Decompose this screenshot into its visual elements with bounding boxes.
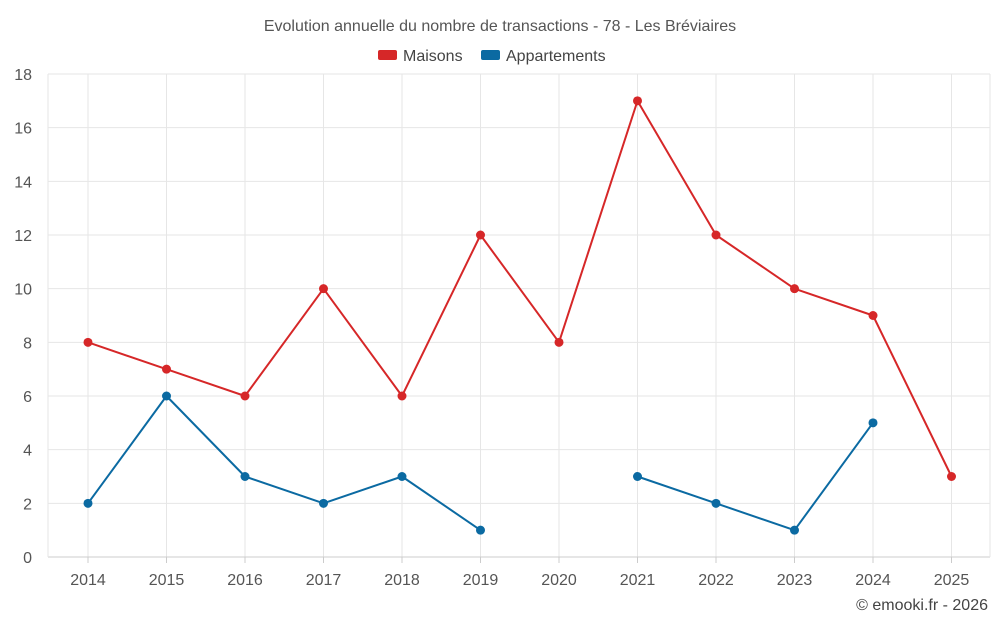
y-tick-label: 8	[23, 335, 32, 352]
data-point-maisons[interactable]	[711, 230, 721, 240]
x-tick-label: 2023	[777, 572, 813, 589]
legend-swatch-appartements	[481, 50, 500, 60]
x-tick-label: 2017	[306, 572, 342, 589]
data-point-appartements[interactable]	[868, 418, 878, 428]
data-point-appartements[interactable]	[162, 391, 171, 401]
legend-swatch-maisons	[378, 50, 397, 60]
legend[interactable]: Maisons Appartements	[378, 48, 606, 65]
data-point-maisons[interactable]	[947, 472, 956, 481]
x-tick-label: 2022	[698, 572, 734, 589]
y-tick-label: 4	[23, 443, 32, 460]
data-point-appartements[interactable]	[319, 498, 328, 508]
data-point-appartements[interactable]	[790, 525, 799, 535]
x-tick-label: 2014	[70, 572, 106, 589]
data-point-maisons[interactable]	[633, 96, 642, 106]
chart-title: Evolution annuelle du nombre de transact…	[264, 18, 736, 35]
y-tick-label: 10	[14, 282, 32, 299]
data-point-appartements[interactable]	[397, 472, 407, 481]
x-tick-label: 2018	[384, 572, 420, 589]
y-tick-label: 14	[14, 174, 32, 191]
x-tick-label: 2025	[934, 572, 970, 589]
x-tick-label: 2019	[463, 572, 499, 589]
data-point-appartements[interactable]	[476, 525, 485, 535]
data-point-appartements[interactable]	[83, 498, 93, 508]
legend-item-maisons[interactable]: Maisons	[378, 48, 463, 65]
data-point-maisons[interactable]	[319, 284, 328, 294]
data-point-maisons[interactable]	[868, 311, 878, 320]
legend-label-appartements: Appartements	[506, 48, 606, 65]
x-tick-label: 2015	[149, 572, 185, 589]
y-tick-label: 18	[14, 67, 32, 84]
axes: 0 2 4 6 8 10 12 14 16 18 2014 2015 2016 2017 2018 2019 2…	[14, 67, 991, 589]
data-point-appartements[interactable]	[711, 498, 721, 508]
series	[83, 96, 956, 535]
y-tick-label: 16	[14, 121, 32, 138]
data-point-maisons[interactable]	[162, 364, 171, 374]
data-point-appartements[interactable]	[633, 472, 642, 481]
series-line-maisons	[87, 99, 953, 477]
legend-item-appartements[interactable]: Appartements	[481, 48, 606, 65]
series-line-appartements	[87, 395, 482, 531]
data-point-maisons[interactable]	[554, 337, 564, 347]
y-tick-label: 6	[23, 389, 32, 406]
series-line-appartements	[637, 422, 874, 532]
data-point-maisons[interactable]	[240, 391, 250, 401]
x-tick-label: 2024	[855, 572, 891, 589]
data-point-maisons[interactable]	[790, 284, 799, 294]
x-tick-label: 2020	[541, 572, 577, 589]
data-point-maisons[interactable]	[476, 230, 485, 240]
legend-label-maisons: Maisons	[403, 48, 463, 65]
y-tick-label: 2	[23, 496, 32, 513]
data-point-maisons[interactable]	[83, 337, 93, 347]
y-tick-label: 0	[23, 550, 32, 567]
x-tick-label: 2016	[227, 572, 263, 589]
y-tick-label: 12	[14, 228, 32, 245]
x-tick-label: 2021	[620, 572, 656, 589]
data-point-maisons[interactable]	[397, 391, 407, 401]
grid	[48, 73, 990, 557]
credit-text: © emooki.fr - 2026	[856, 597, 988, 614]
data-point-appartements[interactable]	[240, 472, 250, 481]
